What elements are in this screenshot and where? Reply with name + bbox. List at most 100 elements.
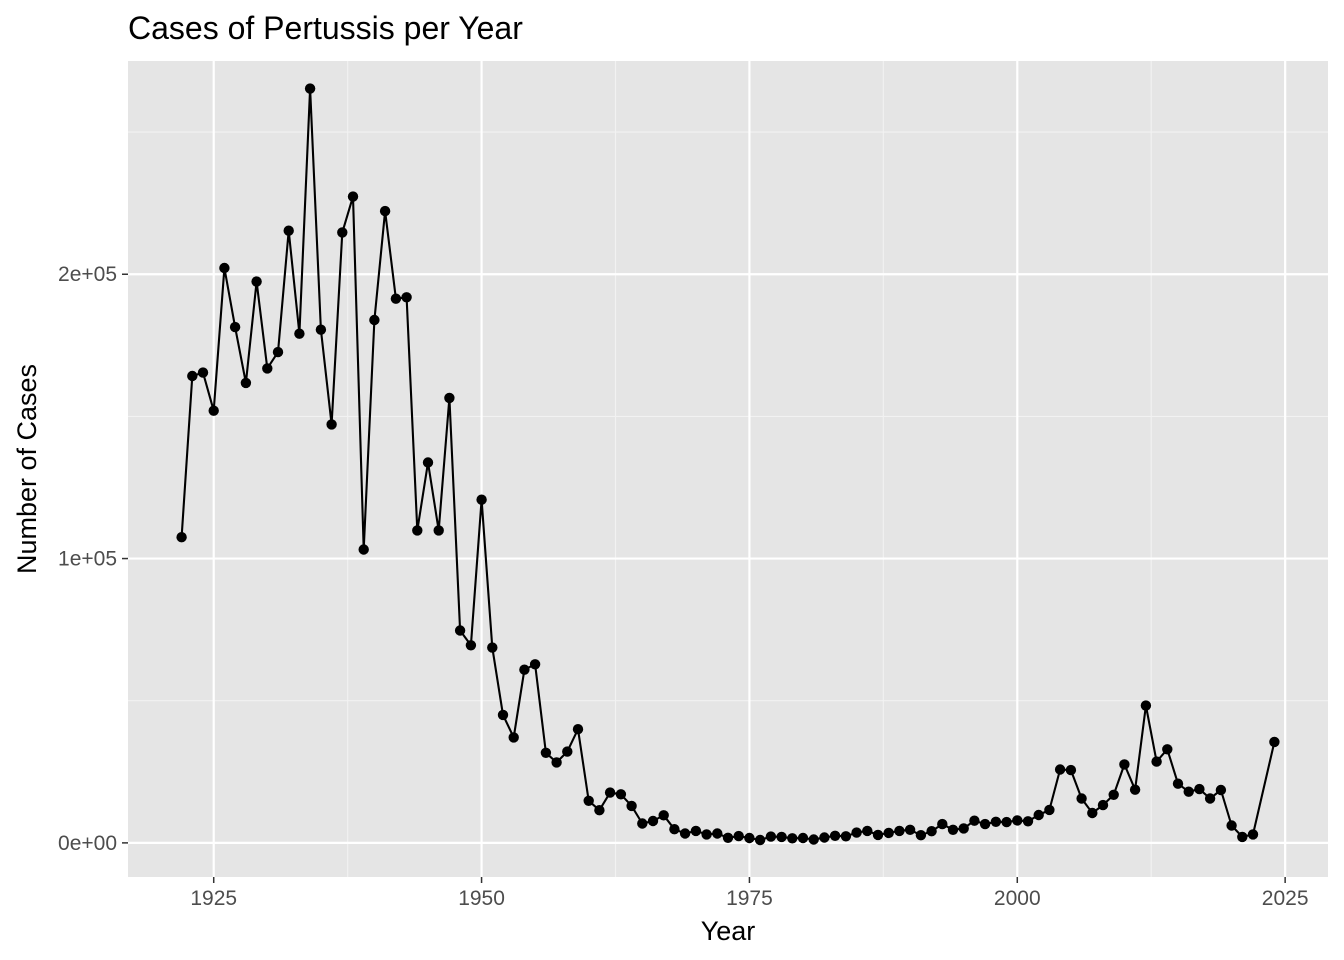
- data-point: [722, 832, 734, 843]
- chart-title: Cases of Pertussis per Year: [128, 10, 523, 46]
- data-point: [294, 328, 305, 339]
- data-point: [840, 831, 852, 842]
- data-point: [562, 746, 573, 757]
- data-point: [272, 346, 284, 358]
- minor-gridlines: [128, 61, 1328, 877]
- data-point: [829, 830, 841, 841]
- data-point: [1108, 789, 1119, 800]
- data-point: [819, 832, 830, 843]
- data-point: [465, 640, 477, 651]
- data-point: [904, 824, 916, 835]
- data-point: [476, 494, 487, 505]
- y-axis-title: Number of Cases: [12, 364, 42, 574]
- data-point: [540, 747, 552, 758]
- data-point: [647, 815, 659, 827]
- data-point: [229, 321, 241, 333]
- data-point: [251, 276, 262, 287]
- data-point: [1247, 829, 1259, 840]
- data-point: [1129, 784, 1141, 795]
- data-point: [240, 377, 252, 389]
- data-point: [1226, 820, 1237, 831]
- x-tick-label: 1925: [190, 887, 237, 910]
- data-point: [958, 823, 969, 834]
- data-point: [1151, 756, 1162, 767]
- data-point: [776, 831, 787, 843]
- data-point: [626, 800, 637, 812]
- data-point: [519, 664, 530, 675]
- data-point: [808, 834, 819, 845]
- data-point: [733, 830, 744, 842]
- data-point: [283, 225, 294, 236]
- data-point: [1140, 700, 1152, 711]
- y-axis-ticks: 0e+00 1e+05 2e+05: [58, 263, 128, 855]
- data-point: [658, 810, 669, 821]
- data-point: [669, 824, 680, 835]
- data-point: [454, 625, 466, 636]
- data-point: [433, 525, 444, 536]
- data-point: [508, 732, 519, 743]
- data-point: [401, 292, 412, 303]
- data-point: [1076, 793, 1087, 804]
- data-point: [765, 831, 777, 842]
- series-layer: [176, 83, 1280, 846]
- y-tick-label: 0e+00: [58, 832, 117, 855]
- data-point: [937, 818, 948, 830]
- data-point: [872, 829, 884, 841]
- x-tick-label: 1975: [726, 887, 773, 910]
- data-point: [1065, 764, 1077, 776]
- data-point: [1204, 793, 1216, 804]
- data-point: [529, 659, 541, 670]
- plot-panel: [128, 61, 1328, 877]
- data-point: [915, 830, 927, 841]
- data-point: [744, 832, 755, 844]
- data-point: [604, 787, 616, 798]
- data-point: [208, 405, 219, 416]
- data-point: [1162, 744, 1173, 755]
- x-tick-label: 2025: [1262, 887, 1309, 910]
- data-point: [176, 532, 187, 543]
- data-point: [358, 544, 369, 555]
- data-point: [379, 205, 391, 217]
- data-point: [701, 829, 712, 840]
- x-tick-label: 1950: [458, 887, 505, 910]
- data-point: [1012, 815, 1023, 826]
- data-point: [1087, 807, 1098, 819]
- data-point: [947, 824, 959, 835]
- data-point: [1033, 809, 1044, 821]
- data-point: [690, 825, 702, 837]
- data-point: [797, 832, 809, 844]
- x-tick-label: 2000: [994, 887, 1041, 910]
- data-point: [412, 525, 423, 536]
- x-axis-ticks: 1925 1950 1975 2000 2025: [190, 877, 1309, 910]
- data-point: [347, 191, 359, 202]
- data-point: [1215, 784, 1227, 796]
- data-point: [894, 825, 905, 837]
- data-point: [1269, 736, 1280, 748]
- data-point: [979, 818, 991, 830]
- y-tick-label: 1e+05: [58, 548, 117, 571]
- data-point: [1172, 778, 1184, 789]
- data-point: [1044, 804, 1055, 816]
- data-point: [1001, 816, 1012, 828]
- data-point: [862, 825, 873, 837]
- data-point: [1097, 799, 1109, 811]
- data-point: [615, 789, 627, 800]
- data-point: [969, 815, 980, 826]
- data-point: [1183, 786, 1194, 797]
- data-point: [187, 370, 198, 382]
- data-point: [583, 795, 594, 806]
- data-point: [497, 709, 509, 721]
- data-point: [219, 262, 230, 274]
- data-point: [369, 314, 380, 326]
- data-point: [787, 833, 798, 844]
- data-point: [572, 724, 584, 735]
- data-point: [594, 805, 605, 816]
- data-point: [551, 757, 562, 768]
- data-point: [197, 367, 209, 378]
- data-point: [637, 818, 648, 829]
- y-tick-label: 2e+05: [58, 263, 117, 286]
- data-point: [851, 827, 862, 838]
- data-point: [1194, 783, 1205, 795]
- data-point: [1054, 764, 1066, 775]
